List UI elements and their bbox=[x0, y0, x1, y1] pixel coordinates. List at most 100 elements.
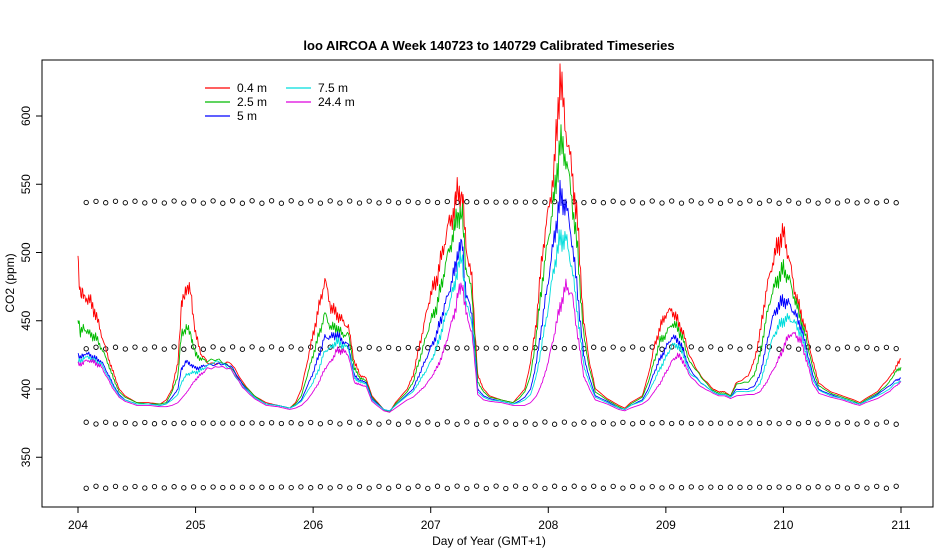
calibration-marker bbox=[151, 198, 158, 204]
calibration-marker bbox=[142, 200, 148, 206]
calibration-marker bbox=[83, 346, 89, 352]
calibration-marker bbox=[190, 420, 197, 427]
legend-entry: 2.5 m bbox=[237, 95, 267, 109]
calibration-marker bbox=[600, 485, 607, 491]
calibration-marker bbox=[259, 346, 265, 352]
calibration-marker bbox=[698, 484, 704, 491]
calibration-marker bbox=[288, 484, 294, 491]
calibration-marker bbox=[766, 198, 772, 204]
calibration-marker bbox=[864, 198, 870, 204]
calibration-marker bbox=[464, 199, 470, 205]
calibration-marker bbox=[366, 198, 372, 204]
calibration-marker bbox=[181, 200, 187, 206]
calibration-marker bbox=[844, 344, 851, 350]
calibration-marker bbox=[395, 421, 402, 427]
calibration-marker bbox=[551, 483, 558, 489]
calibration-marker bbox=[669, 198, 675, 204]
calibration-marker bbox=[542, 485, 548, 492]
calibration-marker bbox=[249, 344, 255, 350]
calibration-marker bbox=[288, 198, 294, 204]
calibration-marker bbox=[786, 198, 792, 204]
calibration-marker bbox=[132, 483, 138, 490]
calibration-marker bbox=[434, 421, 441, 427]
calibration-marker bbox=[795, 200, 802, 206]
calibration-marker bbox=[805, 198, 812, 204]
calibration-marker bbox=[883, 198, 890, 204]
calibration-marker bbox=[815, 346, 821, 352]
calibration-marker bbox=[825, 485, 831, 491]
calibration-marker bbox=[756, 420, 763, 427]
calibration-marker bbox=[883, 344, 890, 351]
chart-title: loo AIRCOA A Week 140723 to 140729 Calib… bbox=[303, 38, 674, 53]
calibration-marker bbox=[386, 485, 392, 491]
calibration-marker bbox=[766, 484, 772, 491]
y-tick-label: 500 bbox=[19, 242, 33, 262]
calibration-marker bbox=[522, 485, 529, 492]
calibration-marker bbox=[464, 419, 470, 425]
calibration-marker bbox=[376, 421, 382, 427]
calibration-marker bbox=[766, 344, 772, 350]
calibration-marker bbox=[317, 484, 324, 490]
calibration-marker bbox=[649, 198, 655, 204]
calibration-marker bbox=[747, 420, 753, 426]
calibration-marker bbox=[610, 344, 616, 350]
calibration-marker bbox=[874, 200, 880, 206]
calibration-marker bbox=[395, 200, 402, 206]
calibration-marker bbox=[122, 200, 128, 206]
calibration-marker bbox=[854, 346, 860, 352]
calibration-marker bbox=[561, 419, 568, 425]
calibration-marker bbox=[483, 485, 489, 492]
calibration-marker bbox=[93, 344, 99, 350]
calibration-marker bbox=[327, 419, 333, 426]
calibration-marker bbox=[220, 200, 226, 206]
calibration-marker bbox=[737, 484, 743, 490]
calibration-marker bbox=[503, 419, 509, 425]
calibration-marker bbox=[268, 484, 275, 491]
calibration-marker bbox=[415, 483, 421, 489]
calibration-marker bbox=[268, 198, 275, 204]
calibration-marker bbox=[151, 421, 158, 427]
calibration-marker bbox=[366, 485, 372, 491]
calibration-marker bbox=[122, 485, 128, 491]
calibration-marker bbox=[542, 419, 548, 425]
calibration-marker bbox=[737, 200, 743, 206]
calibration-marker bbox=[522, 199, 529, 205]
calibration-marker bbox=[893, 345, 899, 352]
calibration-marker bbox=[756, 200, 763, 206]
calibration-marker bbox=[795, 484, 802, 490]
calibration-marker bbox=[834, 200, 841, 206]
calibration-marker bbox=[659, 200, 665, 206]
calibration-marker bbox=[376, 346, 382, 352]
calibration-marker bbox=[815, 421, 821, 427]
calibration-marker bbox=[864, 485, 870, 491]
calibration-marker bbox=[542, 199, 548, 205]
calibration-marker bbox=[620, 485, 626, 491]
calibration-marker bbox=[405, 344, 411, 351]
calibration-marker bbox=[620, 419, 626, 426]
calibration-marker bbox=[405, 419, 411, 425]
calibration-marker bbox=[834, 483, 841, 490]
calibration-marker bbox=[483, 199, 489, 205]
calibration-marker bbox=[444, 345, 450, 351]
calibration-marker bbox=[874, 483, 880, 490]
calibration-marker bbox=[493, 345, 499, 351]
calibration-marker bbox=[825, 198, 831, 204]
calibration-marker bbox=[366, 344, 372, 350]
calibration-marker bbox=[571, 344, 577, 351]
x-tick-label: 208 bbox=[538, 518, 558, 532]
calibration-marker bbox=[864, 344, 870, 350]
y-axis-label: CO2 (ppm) bbox=[3, 253, 17, 312]
calibration-marker bbox=[200, 484, 206, 491]
calibration-marker bbox=[551, 421, 558, 427]
calibration-marker bbox=[747, 198, 753, 204]
calibration-marker bbox=[795, 421, 802, 427]
calibration-marker bbox=[659, 420, 665, 426]
calibration-marker bbox=[181, 485, 187, 491]
series-line bbox=[77, 124, 902, 413]
calibration-marker bbox=[93, 198, 99, 205]
calibration-marker bbox=[454, 421, 460, 427]
calibration-marker bbox=[142, 485, 148, 491]
calibration-marker bbox=[239, 420, 246, 426]
calibration-marker bbox=[132, 421, 138, 427]
calibration-marker bbox=[210, 420, 216, 426]
